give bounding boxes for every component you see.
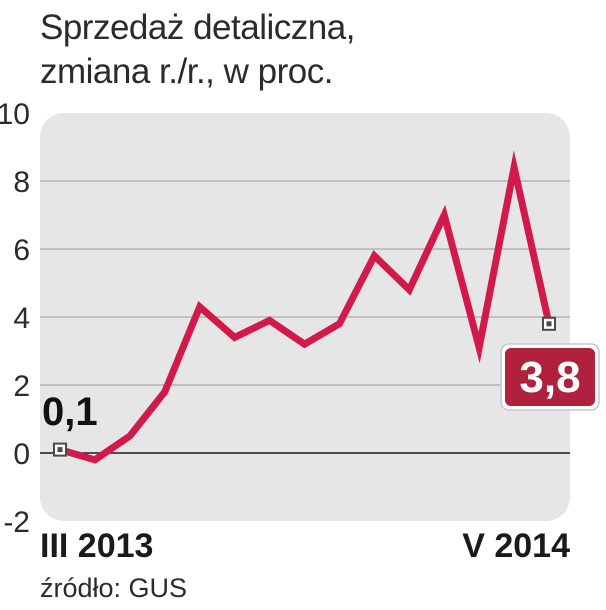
y-tick-label: -2 [3,506,30,539]
start-value-callout: 0,1 [42,390,98,434]
y-tick-label: 0 [13,438,30,471]
x-start-label: III 2013 [40,527,153,565]
end-value-callout: 3,8 [519,353,580,402]
y-tick-label: 2 [13,370,30,403]
y-tick-label: 4 [13,302,30,335]
chart-title: Sprzedaż detaliczna, zmiana r./r., w pro… [40,6,355,94]
x-end-label: V 2014 [462,527,570,565]
title-line-1: Sprzedaż detaliczna, [40,8,355,47]
start-point-marker-dot [57,447,63,453]
title-line-2: zmiana r./r., w proc. [40,52,333,91]
y-tick-label: 10 [0,98,30,131]
series-line [59,150,553,464]
y-tick-label: 6 [13,234,30,267]
end-callout-badge [505,348,595,406]
y-tick-label: 8 [13,166,30,199]
end-point-marker-dot [546,321,552,327]
source-note: źródło: GUS [40,573,188,603]
